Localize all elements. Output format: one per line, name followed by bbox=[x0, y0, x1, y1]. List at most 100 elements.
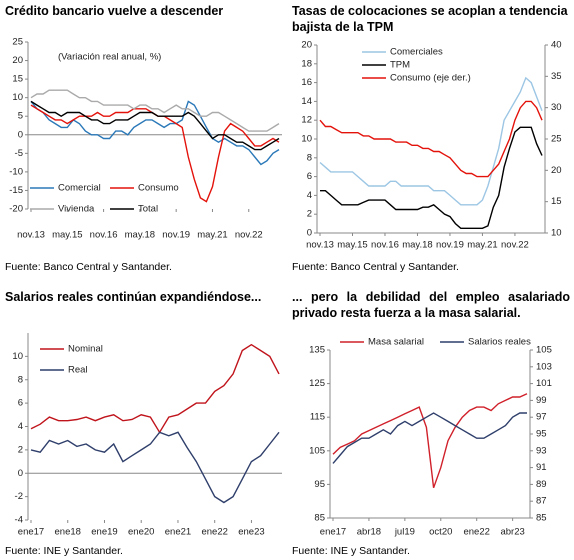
legend-label: Real bbox=[68, 365, 88, 376]
x-tick-label: may.21 bbox=[197, 230, 227, 241]
y-tick-label: 8 bbox=[18, 374, 23, 385]
y2-tick-label: 35 bbox=[551, 71, 562, 82]
x-tick-label: ene17 bbox=[320, 527, 346, 538]
y-tick-label: 0 bbox=[18, 129, 23, 140]
y2-tick-label: 93 bbox=[536, 445, 547, 456]
source-note: Fuente: Banco Central y Santander. bbox=[292, 261, 459, 273]
y-tick-label: -4 bbox=[15, 515, 23, 526]
y2-tick-label: 99 bbox=[536, 395, 547, 406]
y-tick-label: 15 bbox=[12, 74, 23, 85]
y-tick-label: 4 bbox=[18, 421, 23, 432]
source-note: Fuente: INE y Santander. bbox=[292, 545, 410, 557]
y2-tick-label: 30 bbox=[551, 102, 562, 113]
y-tick-label: -15 bbox=[9, 185, 23, 196]
chart-title: Tasas de colocaciones se acoplan a tende… bbox=[292, 4, 568, 34]
x-tick-label: may.15 bbox=[337, 240, 367, 251]
legend-label: Salarios reales bbox=[468, 337, 531, 348]
y2-tick-label: 101 bbox=[536, 378, 552, 389]
x-tick-label: may.15 bbox=[52, 230, 82, 241]
source-note: Fuente: INE y Santander. bbox=[5, 545, 123, 557]
y-tick-label: 20 bbox=[301, 40, 312, 51]
y-tick-label: 10 bbox=[12, 92, 23, 103]
y-tick-label: 8 bbox=[307, 152, 312, 163]
y-tick-label: 4 bbox=[307, 190, 312, 201]
y-tick-label: 18 bbox=[301, 58, 312, 69]
legend-label: Comerciales bbox=[390, 47, 443, 58]
y-tick-label: -5 bbox=[15, 148, 23, 159]
series-line bbox=[332, 393, 528, 489]
series-line bbox=[30, 431, 280, 504]
legend-label: Vivienda bbox=[58, 204, 95, 215]
series-line bbox=[30, 343, 280, 434]
legend-label: Comercial bbox=[58, 183, 101, 194]
legend-label: Consumo (eje der.) bbox=[390, 73, 471, 84]
x-tick-label: nov.16 bbox=[90, 230, 118, 241]
chart: 85 95 105 115 125 135 85 87 89 91 93 95 97 99 101 103 10… bbox=[309, 337, 552, 538]
x-tick-label: ene20 bbox=[128, 527, 154, 538]
y-tick-label: 6 bbox=[18, 398, 23, 409]
legend-label: Total bbox=[138, 204, 158, 215]
legend-label: Consumo bbox=[138, 183, 179, 194]
x-tick-label: nov.19 bbox=[162, 230, 190, 241]
x-tick-label: nov.22 bbox=[501, 240, 529, 251]
chart: -4 -2 0 2 4 6 8 10 ene17 ene18 ene19 ene20 ene21 ene2… bbox=[12, 333, 282, 538]
y-tick-label: 0 bbox=[18, 468, 23, 479]
y-tick-label: -20 bbox=[9, 204, 23, 215]
y2-tick-label: 95 bbox=[536, 429, 547, 440]
series-line bbox=[332, 412, 527, 464]
chart-subtitle: (Variación real anual, %) bbox=[58, 52, 161, 63]
x-tick-label: ene18 bbox=[55, 527, 81, 538]
chart-title: Salarios reales continúan expandiéndose.… bbox=[5, 290, 262, 304]
y2-tick-label: 25 bbox=[551, 134, 562, 145]
x-tick-label: nov.13 bbox=[306, 240, 334, 251]
y2-tick-label: 20 bbox=[551, 165, 562, 176]
source-note: Fuente: Banco Central y Santander. bbox=[5, 261, 172, 273]
y-tick-label: 95 bbox=[314, 479, 325, 490]
x-tick-label: oct20 bbox=[429, 527, 452, 538]
y2-tick-label: 103 bbox=[536, 361, 552, 372]
y-tick-label: -10 bbox=[9, 166, 23, 177]
x-tick-label: ene21 bbox=[165, 527, 191, 538]
series-line bbox=[320, 126, 543, 229]
y-tick-label: 135 bbox=[309, 345, 325, 356]
y-tick-label: 85 bbox=[314, 513, 325, 524]
x-tick-label: ene22 bbox=[201, 527, 227, 538]
x-tick-label: may.18 bbox=[402, 240, 432, 251]
y-tick-label: 105 bbox=[309, 445, 325, 456]
x-tick-label: ene17 bbox=[18, 527, 44, 538]
y-tick-label: 6 bbox=[307, 171, 312, 182]
x-tick-label: abr23 bbox=[500, 527, 524, 538]
series-line bbox=[30, 100, 280, 166]
x-tick-label: jul19 bbox=[394, 527, 415, 538]
series-line bbox=[319, 100, 543, 178]
y2-tick-label: 85 bbox=[536, 513, 547, 524]
y-tick-label: 10 bbox=[12, 351, 23, 362]
y-tick-label: 25 bbox=[12, 37, 23, 48]
legend-label: Nominal bbox=[68, 344, 103, 355]
series-line bbox=[30, 89, 280, 132]
y2-tick-label: 105 bbox=[536, 345, 552, 356]
legend-label: TPM bbox=[390, 60, 410, 71]
x-tick-label: ene22 bbox=[463, 527, 489, 538]
x-tick-label: may.21 bbox=[467, 240, 497, 251]
chart-title: ... pero la debilidad del empleo asalari… bbox=[292, 290, 570, 320]
y-tick-label: 20 bbox=[12, 55, 23, 66]
y2-tick-label: 40 bbox=[551, 40, 562, 51]
series-line bbox=[30, 100, 280, 151]
y-tick-label: 115 bbox=[310, 412, 325, 423]
chart-title: Crédito bancario vuelve a descender bbox=[5, 4, 224, 18]
x-tick-label: nov.19 bbox=[436, 240, 464, 251]
y2-tick-label: 87 bbox=[536, 496, 547, 507]
y-tick-label: 5 bbox=[18, 111, 23, 122]
x-tick-label: ene19 bbox=[91, 527, 117, 538]
y2-tick-label: 97 bbox=[536, 412, 547, 423]
y-tick-label: -2 bbox=[15, 491, 23, 502]
x-tick-label: nov.13 bbox=[17, 230, 45, 241]
y2-tick-label: 89 bbox=[536, 479, 547, 490]
y2-tick-label: 15 bbox=[551, 196, 562, 207]
chart: -20 -15 -10 -5 0 5 10 15 20 25 nov.13 may.15 nov.16 m… bbox=[9, 37, 282, 241]
y2-tick-label: 10 bbox=[551, 228, 562, 239]
x-tick-label: ene23 bbox=[238, 527, 264, 538]
